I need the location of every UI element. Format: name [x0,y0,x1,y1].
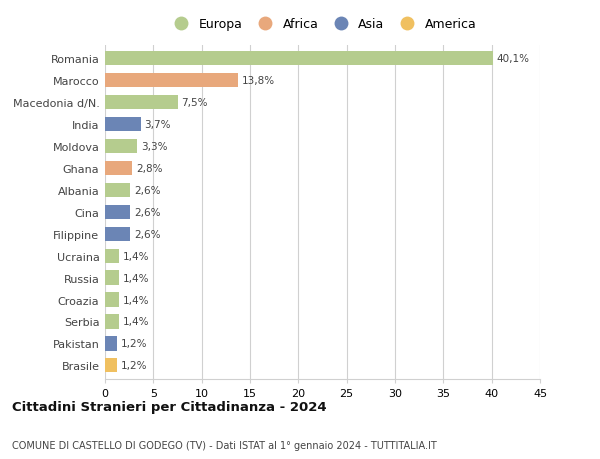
Text: 13,8%: 13,8% [242,76,275,86]
Bar [105,74,238,88]
Bar [105,205,130,219]
Text: 1,4%: 1,4% [122,251,149,261]
Bar [105,140,137,154]
Text: 1,2%: 1,2% [121,339,147,349]
Bar [105,52,493,66]
Text: 3,7%: 3,7% [145,120,171,130]
Text: 2,6%: 2,6% [134,185,161,196]
Legend: Europa, Africa, Asia, America: Europa, Africa, Asia, America [166,16,479,34]
Text: 1,4%: 1,4% [122,317,149,327]
Bar [105,249,119,263]
Text: 3,3%: 3,3% [141,142,167,151]
Bar [105,336,116,351]
Text: 2,6%: 2,6% [134,229,161,239]
Text: 7,5%: 7,5% [181,98,208,108]
Bar [105,162,132,176]
Bar [105,293,119,307]
Bar [105,96,178,110]
Text: 1,4%: 1,4% [122,273,149,283]
Text: 2,8%: 2,8% [136,163,163,174]
Text: 2,6%: 2,6% [134,207,161,217]
Bar [105,271,119,285]
Text: COMUNE DI CASTELLO DI GODEGO (TV) - Dati ISTAT al 1° gennaio 2024 - TUTTITALIA.I: COMUNE DI CASTELLO DI GODEGO (TV) - Dati… [12,440,437,450]
Text: 1,4%: 1,4% [122,295,149,305]
Bar [105,118,141,132]
Bar [105,227,130,241]
Bar [105,183,130,197]
Text: 40,1%: 40,1% [497,54,530,64]
Bar [105,358,116,373]
Bar [105,314,119,329]
Text: Cittadini Stranieri per Cittadinanza - 2024: Cittadini Stranieri per Cittadinanza - 2… [12,400,326,413]
Text: 1,2%: 1,2% [121,361,147,370]
